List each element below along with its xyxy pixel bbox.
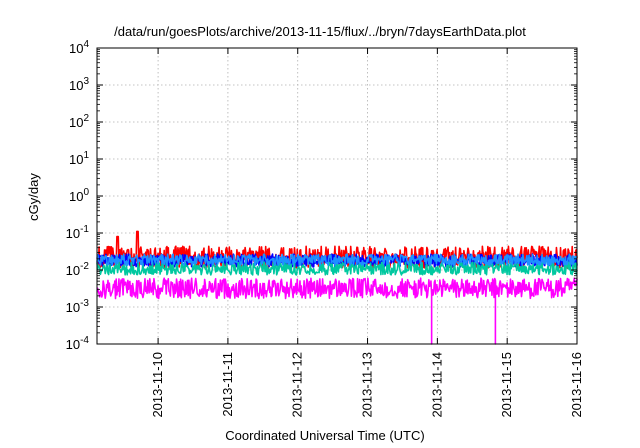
series-group [96,230,578,345]
plot-frame [96,47,578,345]
axes [96,47,578,345]
y-tick-label: 10-3 [66,298,90,315]
x-tick-label: 2013-11-13 [360,352,375,418]
y-tick-label: 100 [69,187,89,204]
x-tick-label: 2013-11-14 [429,352,444,418]
x-tick-labels: 2013-11-10 2013-11-11 2013-11-12 2013-11-13… [150,352,584,418]
y-tick-label: 101 [69,150,89,167]
x-tick-label: 2013-11-15 [499,352,514,418]
y-tick-labels: 104 103 102 101 100 10-1 10-2 10-3 10-4 [66,39,90,352]
y-tick-label: 103 [69,76,89,93]
x-tick-label: 2013-11-12 [290,352,305,418]
x-axis-label: Coordinated Universal Time (UTC) [225,428,424,443]
series-line [96,277,578,345]
y-axis-label: cGy/day [26,173,41,221]
y-tick-label: 10-4 [66,335,90,352]
chart-title: /data/run/goesPlots/archive/2013-11-15/f… [114,24,526,39]
x-tick-label: 2013-11-11 [220,352,235,417]
y-tick-label: 102 [69,113,89,130]
grid [97,48,577,344]
y-tick-label: 10-2 [66,261,90,278]
x-tick-label: 2013-11-16 [569,352,584,418]
x-tick-label: 2013-11-10 [150,352,165,418]
y-tick-label: 104 [69,39,89,56]
y-tick-label: 10-1 [66,224,90,241]
series-line [96,253,578,266]
